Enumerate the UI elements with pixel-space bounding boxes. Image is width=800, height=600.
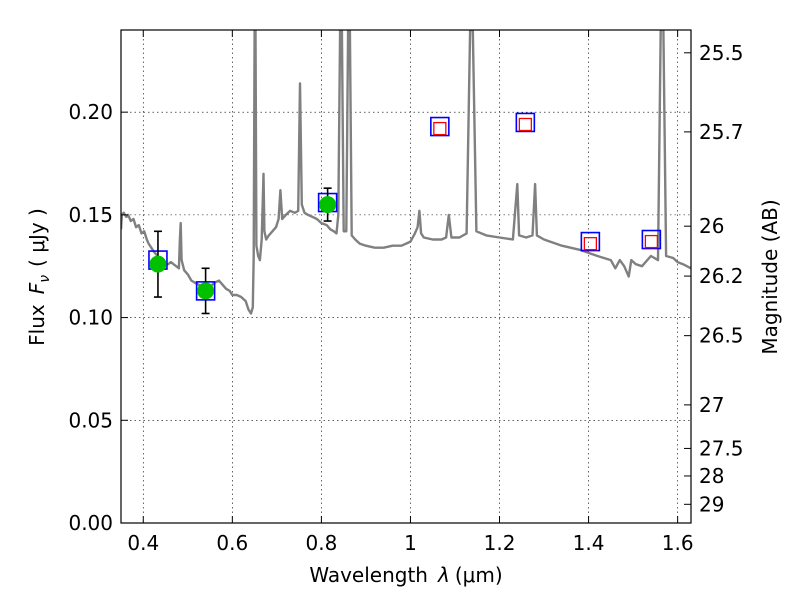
y2-tick-label: 25.7 <box>699 120 744 144</box>
plot-frame <box>120 29 692 524</box>
y2-tick-label: 27.5 <box>699 436 744 460</box>
model-square-red <box>518 117 532 132</box>
x-tick-label: 0.4 <box>127 531 159 555</box>
model-square-blue <box>515 112 536 133</box>
grid-lines <box>121 30 691 524</box>
observed-point <box>149 255 167 273</box>
observed-point <box>319 196 337 214</box>
model-square-red <box>583 236 598 251</box>
y-axis-label: FluxFν( μJy ) <box>25 208 53 346</box>
model-square-blue <box>641 229 662 250</box>
y-tick-label: 0.20 <box>68 100 113 124</box>
spectrum-line-group <box>121 30 691 315</box>
y2-tick-label: 28 <box>699 464 724 488</box>
x-axis-label: Wavelength λ (μm) <box>309 563 502 587</box>
x-tick-label: 0.8 <box>305 531 337 555</box>
x-tick-label: 1.6 <box>662 531 694 555</box>
y-tick-label: 0.10 <box>68 306 113 330</box>
model-square-red <box>433 121 447 136</box>
x-tick-label: 1.2 <box>484 531 516 555</box>
y-tick-label: 0.15 <box>68 203 113 227</box>
y2-tick-label: 26.2 <box>699 264 744 288</box>
y2-tick-label: 27 <box>699 393 724 417</box>
model-square-blue <box>580 231 601 252</box>
y2-tick-label: 26.5 <box>699 324 744 348</box>
observed-point <box>197 282 215 300</box>
model-square-red <box>644 234 659 249</box>
spectrum-line <box>121 30 691 315</box>
y2-tick-label: 29 <box>699 492 724 516</box>
model-square-blue <box>430 116 450 137</box>
data-points-group <box>148 112 662 315</box>
y2-tick-label: 25.5 <box>699 41 744 65</box>
x-tick-label: 1 <box>404 531 417 555</box>
y-tick-label: 0.05 <box>68 408 113 432</box>
y2-tick-label: 26 <box>699 214 724 238</box>
axis-ticks: 0.4 0.6 0.8 1 1.2 1.4 1.6 0.00 0.05 0.10 0.15 0.20 2… <box>68 30 744 555</box>
x-tick-label: 0.6 <box>216 531 248 555</box>
y-tick-label: 0.00 <box>68 511 113 535</box>
x-tick-label: 1.4 <box>573 531 605 555</box>
right-axis-label: Magnitude (AB) <box>758 199 782 354</box>
